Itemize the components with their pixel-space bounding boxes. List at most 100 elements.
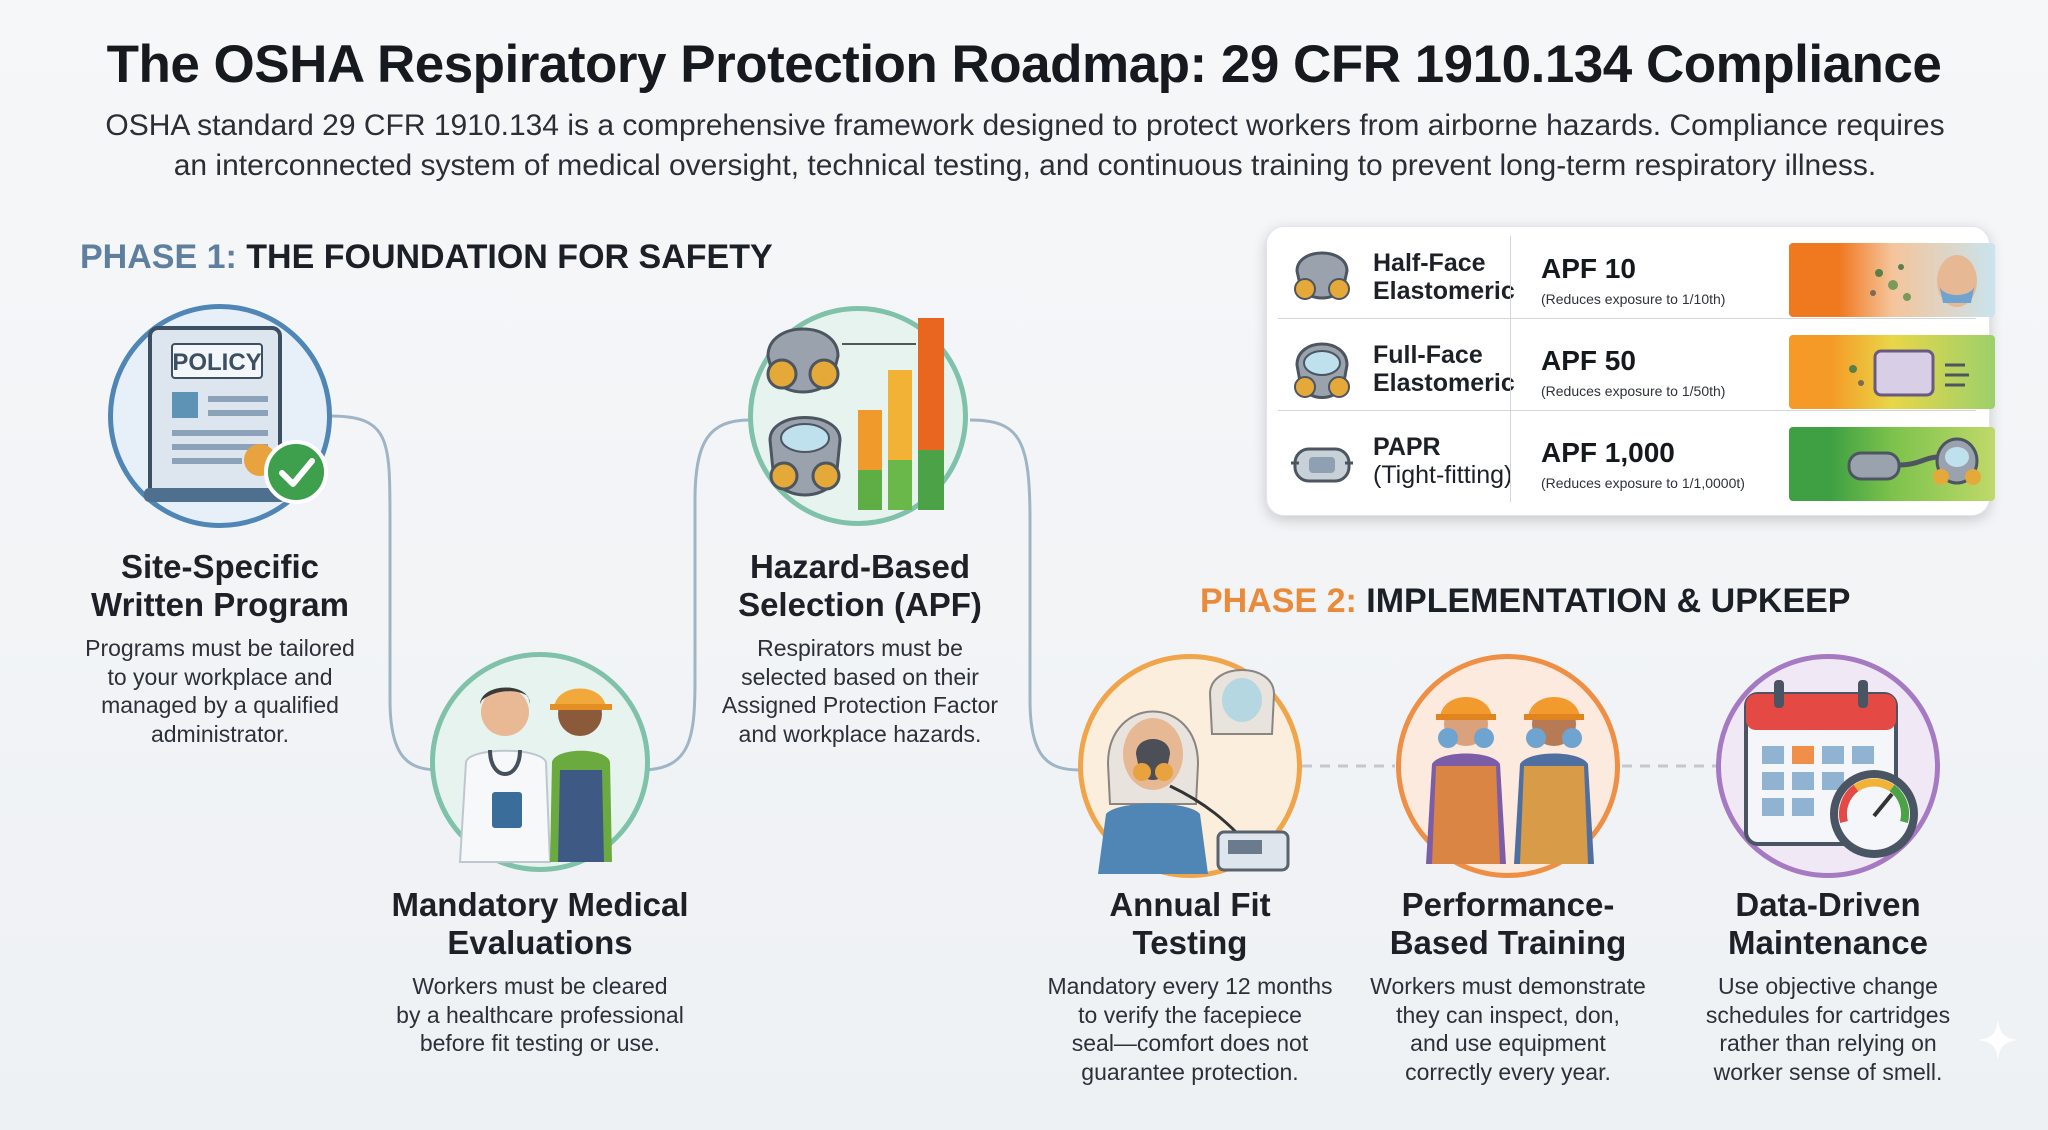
step-1-title: Site-Specific Written Program xyxy=(60,548,380,624)
apf-name-line-1: PAPR xyxy=(1373,433,1441,461)
intro-text: OSHA standard 29 CFR 1910.134 is a compr… xyxy=(40,106,2010,186)
step-5-description: Workers must demonstrate they can inspec… xyxy=(1328,972,1688,1086)
step-5-desc-line: and use equipment xyxy=(1410,1030,1606,1056)
step-5-title-line-2: Based Training xyxy=(1389,924,1627,961)
apf-value: APF 10 xyxy=(1541,253,1636,284)
step-4-title-line-2: Testing xyxy=(1132,924,1248,961)
step-1-description: Programs must be tailored to your workpl… xyxy=(50,634,390,748)
particles-and-face-icon xyxy=(1870,255,1977,307)
step-4-description: Mandatory every 12 months to verify the … xyxy=(1010,972,1370,1086)
step-5-title-line-1: Performance- xyxy=(1401,886,1615,923)
papr-icon xyxy=(1291,447,1353,483)
step-2-desc-line: Workers must be cleared xyxy=(412,973,668,999)
apf-comparison-card: Half-Face Elastomeric APF 10 (Reduces ex… xyxy=(1266,226,1995,516)
calendar-gauge-icon xyxy=(1744,680,1918,858)
apf-row-divider xyxy=(1278,410,1976,411)
step-3-description: Respirators must be selected based on th… xyxy=(680,634,1040,748)
step-4-title: Annual Fit Testing xyxy=(1010,886,1370,962)
papr-hose-icon xyxy=(1847,437,1981,485)
step-1-desc-line: Programs must be tailored xyxy=(85,635,355,661)
step-1-desc-line: managed by a qualified xyxy=(101,692,339,718)
respirator-bar-chart-icon xyxy=(766,318,944,510)
connector-3-4 xyxy=(969,418,1081,772)
step-4-desc-line: Mandatory every 12 months xyxy=(1047,973,1333,999)
apf-exposure-bar xyxy=(1789,427,1995,501)
step-5-desc-line: Workers must demonstrate xyxy=(1370,973,1646,999)
step-4-desc-line: guarantee protection. xyxy=(1081,1058,1299,1085)
apf-name: PAPR (Tight-fitting) xyxy=(1373,433,1512,489)
step-3-desc-line: and workplace hazards. xyxy=(738,720,982,747)
apf-exposure-bar xyxy=(1789,335,1995,409)
step-2-desc-line: by a healthcare professional xyxy=(396,1001,684,1028)
step-3-title-line-1: Hazard-Based xyxy=(749,548,971,585)
step-6-title: Data-Driven Maintenance xyxy=(1648,886,2008,962)
step-3-desc-line: Assigned Protection Factor xyxy=(721,692,999,718)
step-6-desc-line: worker sense of smell. xyxy=(1713,1058,1943,1085)
step-6-title-line-2: Maintenance xyxy=(1728,924,1928,961)
apf-name-line-2: Elastomeric xyxy=(1373,369,1515,397)
step-3-desc-line: Respirators must be xyxy=(757,635,963,661)
apf-note: (Reduces exposure to 1/1,0000t) xyxy=(1541,475,1745,491)
apf-name-line-2: Elastomeric xyxy=(1373,277,1515,305)
apf-name-line-1: Half-Face xyxy=(1373,249,1486,277)
step-6-desc-line: Use objective change xyxy=(1718,973,1938,999)
step-2-title-line-2: Evaluations xyxy=(447,924,633,961)
step-6-desc-line: schedules for cartridges xyxy=(1705,1001,1951,1028)
step-5-desc-line: they can inspect, don, xyxy=(1396,1001,1620,1028)
apf-exposure-bar xyxy=(1789,243,1995,317)
step-6-title-line-1: Data-Driven xyxy=(1735,886,1921,923)
step-6-description: Use objective change schedules for cartr… xyxy=(1648,972,2008,1086)
apf-note: (Reduces exposure to 1/50th) xyxy=(1541,383,1726,399)
phase-1-heading: PHASE 1: THE FOUNDATION FOR SAFETY xyxy=(80,238,773,277)
step-2-title: Mandatory Medical Evaluations xyxy=(360,886,720,962)
step-3-desc-line: selected based on their xyxy=(741,663,979,690)
connector-1-2 xyxy=(329,414,441,772)
filter-cartridge-icon xyxy=(1849,349,1969,397)
apf-note: (Reduces exposure to 1/10th) xyxy=(1541,291,1726,307)
step-2-desc-line: before fit testing or use. xyxy=(419,1030,661,1056)
apf-name-line-1: Full-Face xyxy=(1373,341,1483,369)
step-6-desc-line: rather than relying on xyxy=(1719,1030,1937,1056)
apf-value: APF 50 xyxy=(1541,345,1636,376)
page-title: The OSHA Respiratory Protection Roadmap:… xyxy=(106,35,1942,94)
workers-donning-icon xyxy=(1426,697,1594,864)
step-3-title-line-2: Selection (APF) xyxy=(738,586,982,623)
step-4-title-line-1: Annual Fit xyxy=(1109,886,1271,923)
apf-column-divider xyxy=(1510,236,1511,502)
half-face-respirator-icon xyxy=(1294,251,1350,300)
phase-1-label: PHASE 1: xyxy=(80,238,237,276)
apf-row-full-face: Full-Face Elastomeric APF 50 (Reduces ex… xyxy=(1279,327,1995,411)
intro-line-1: OSHA standard 29 CFR 1910.134 is a compr… xyxy=(105,109,1945,142)
apf-row-papr: PAPR (Tight-fitting) APF 1,000 (Reduces … xyxy=(1279,419,1995,503)
step-5-title: Performance- Based Training xyxy=(1328,886,1688,962)
apf-row-divider xyxy=(1278,318,1976,319)
step-1-title-line-1: Site-Specific xyxy=(120,548,320,585)
phase-1-name: THE FOUNDATION FOR SAFETY xyxy=(246,238,773,276)
step-1-desc-line: to your workplace and xyxy=(107,663,333,690)
step-4-desc-line: to verify the facepiece xyxy=(1078,1001,1302,1028)
phase-2-heading: PHASE 2: IMPLEMENTATION & UPKEEP xyxy=(1200,582,1850,621)
sparkle-icon xyxy=(1978,1020,2018,1060)
full-face-respirator-icon xyxy=(1294,342,1350,399)
apf-name: Half-Face Elastomeric xyxy=(1373,249,1515,305)
policy-label: POLICY xyxy=(172,349,261,376)
step-2-description: Workers must be cleared by a healthcare … xyxy=(360,972,720,1058)
apf-row-half-face: Half-Face Elastomeric APF 10 (Reduces ex… xyxy=(1279,235,1995,319)
phase-2-name: IMPLEMENTATION & UPKEEP xyxy=(1366,582,1851,620)
apf-value: APF 1,000 xyxy=(1541,437,1675,468)
fit-test-hood-icon xyxy=(1098,669,1290,874)
apf-name-line-2: (Tight-fitting) xyxy=(1373,461,1513,489)
policy-document-icon: POLICY xyxy=(144,326,328,504)
intro-line-2: an interconnected system of medical over… xyxy=(173,149,1877,182)
step-2-title-line-1: Mandatory Medical xyxy=(391,886,689,923)
connector-2-3 xyxy=(639,418,751,772)
step-4-desc-line: seal—comfort does not xyxy=(1071,1030,1309,1056)
step-5-desc-line: correctly every year. xyxy=(1405,1058,1611,1085)
apf-name: Full-Face Elastomeric xyxy=(1373,341,1515,397)
step-1-title-line-2: Written Program xyxy=(91,586,349,623)
step-3-title: Hazard-Based Selection (APF) xyxy=(680,548,1040,624)
phase-2-label: PHASE 2: xyxy=(1200,582,1357,620)
step-1-desc-line: administrator. xyxy=(150,720,290,747)
doctor-and-worker-icon xyxy=(458,687,612,863)
